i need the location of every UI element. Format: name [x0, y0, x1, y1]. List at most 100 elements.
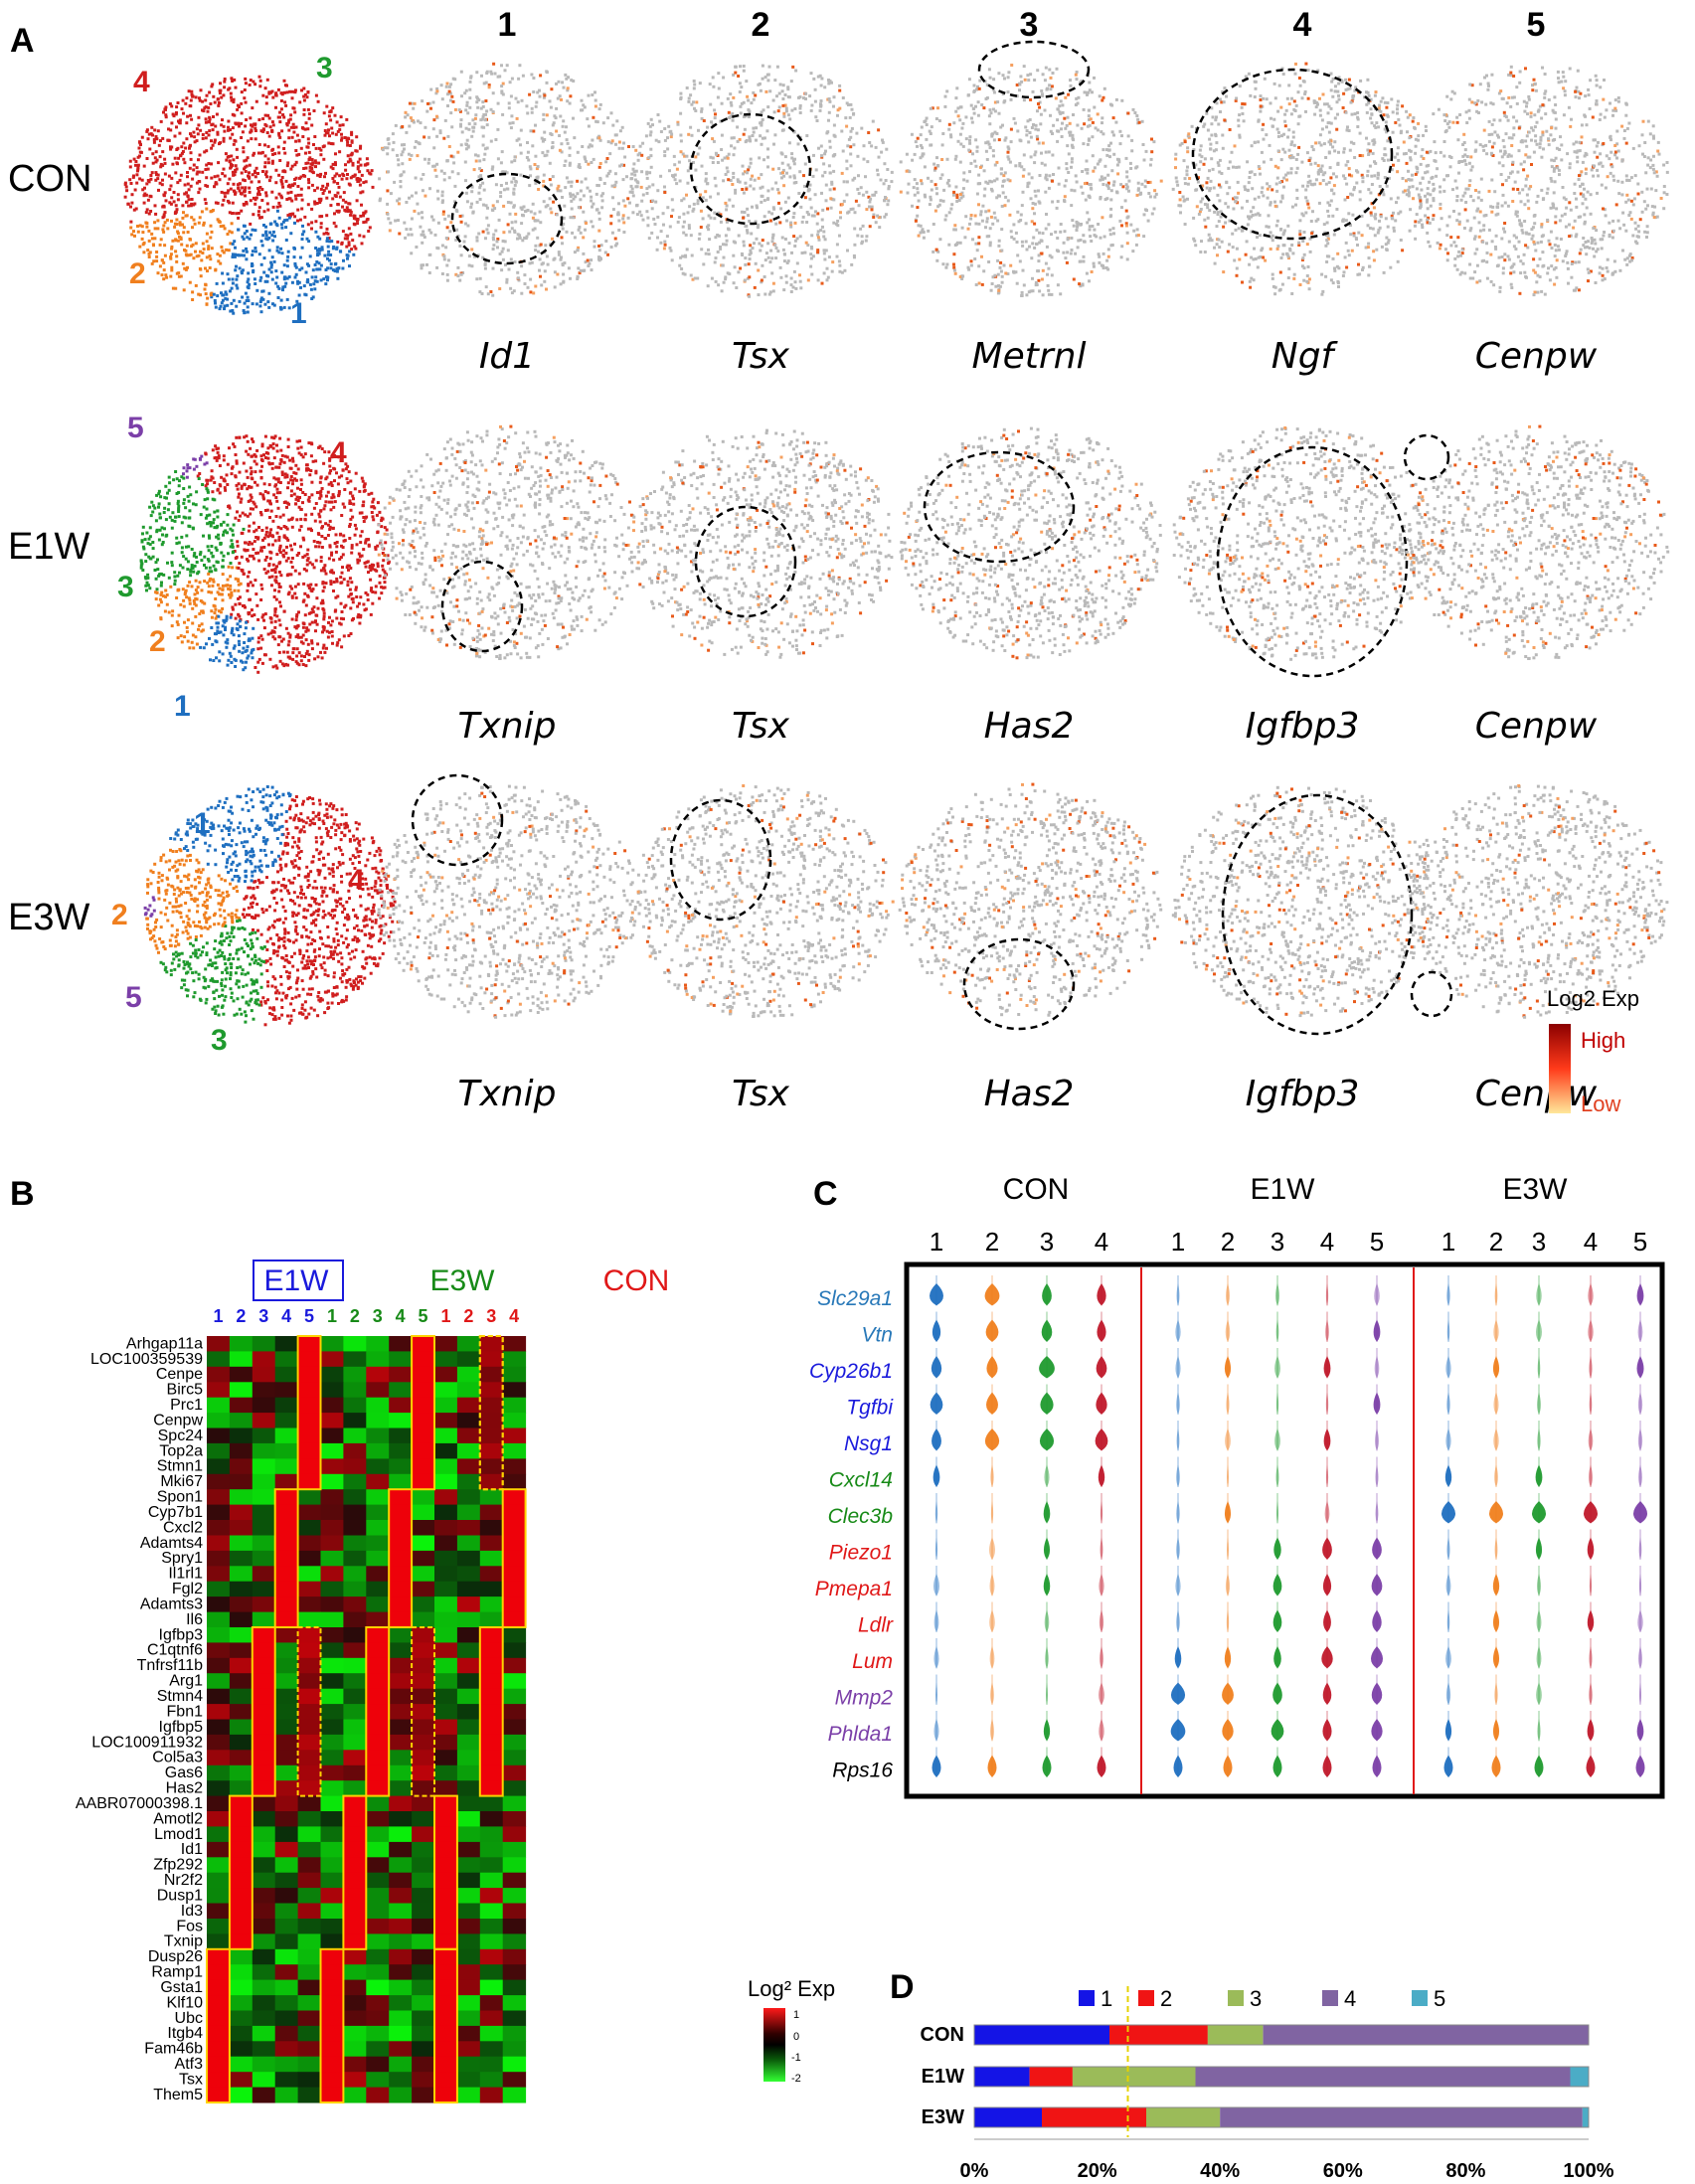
- cell-dot: [441, 97, 444, 100]
- cell-dot: [336, 203, 339, 206]
- cell-dot: [235, 86, 238, 89]
- cell-dot: [604, 160, 607, 163]
- cell-dot: [190, 134, 193, 137]
- cell-dot: [556, 273, 559, 276]
- cell-dot: [231, 309, 234, 312]
- cell-dot: [320, 226, 323, 229]
- cell-dot: [599, 162, 602, 165]
- cell-dot: [569, 154, 572, 157]
- cell-dot: [199, 293, 202, 296]
- cell-dot: [546, 71, 549, 74]
- cell-dot: [184, 184, 187, 187]
- cell-dot: [458, 108, 461, 111]
- cell-dot: [251, 264, 254, 267]
- cell-dot: [258, 304, 261, 307]
- cell-dot: [209, 237, 212, 240]
- cell-dot: [336, 277, 339, 280]
- cell-dot: [563, 217, 566, 220]
- cell-dot: [261, 151, 264, 154]
- cell-dot: [238, 212, 241, 215]
- cell-dot: [211, 83, 214, 85]
- cell-dot: [630, 185, 633, 188]
- cell-dot: [594, 99, 597, 102]
- cell-dot: [219, 141, 222, 144]
- cell-dot: [286, 161, 289, 164]
- cell-dot: [190, 118, 193, 121]
- cell-dot: [164, 173, 167, 176]
- cell-dot: [597, 230, 600, 233]
- cell-dot: [427, 136, 430, 139]
- cell-dot: [320, 215, 323, 218]
- cell-dot: [185, 191, 188, 194]
- cell-dot: [562, 273, 565, 276]
- cell-dot: [446, 135, 449, 138]
- cell-dot: [154, 213, 157, 216]
- cell-dot: [339, 196, 342, 199]
- cell-dot: [295, 266, 298, 269]
- cell-dot: [612, 208, 615, 211]
- cell-dot: [514, 213, 517, 216]
- cell-dot: [232, 282, 235, 285]
- cell-dot: [170, 146, 173, 149]
- cell-dot: [316, 249, 319, 252]
- cell-dot: [148, 148, 151, 151]
- cell-dot: [596, 208, 599, 211]
- cell-dot: [132, 230, 135, 233]
- cell-dot: [567, 86, 570, 89]
- cell-dot: [206, 269, 209, 272]
- cell-dot: [444, 119, 447, 122]
- cell-dot: [254, 129, 257, 132]
- cell-dot: [623, 205, 626, 208]
- cell-dot: [346, 257, 349, 260]
- cell-dot: [190, 158, 193, 161]
- cell-dot: [432, 127, 435, 130]
- cell-dot: [359, 158, 362, 161]
- cell-dot: [267, 292, 270, 295]
- cell-dot: [254, 170, 256, 173]
- cell-dot: [411, 218, 414, 221]
- cell-dot: [519, 237, 522, 240]
- cell-dot: [285, 239, 288, 242]
- cell-dot: [453, 185, 456, 188]
- cell-dot: [531, 144, 534, 147]
- cell-dot: [235, 305, 238, 308]
- cell-dot: [259, 279, 262, 282]
- cell-dot: [354, 174, 357, 177]
- cell-dot: [329, 266, 332, 269]
- cell-dot: [598, 166, 601, 169]
- cell-dot: [367, 230, 370, 233]
- cell-dot: [182, 211, 185, 214]
- cell-dot: [313, 287, 316, 290]
- cell-dot: [492, 267, 495, 270]
- cell-dot: [422, 173, 424, 176]
- cell-dot: [517, 100, 520, 103]
- cell-dot: [216, 131, 219, 134]
- cell-dot: [281, 285, 284, 288]
- cell-dot: [617, 229, 620, 232]
- cell-dot: [219, 178, 222, 181]
- cell-dot: [170, 185, 173, 188]
- cell-dot: [594, 105, 597, 108]
- cell-dot: [219, 307, 222, 310]
- cell-dot: [161, 228, 164, 231]
- cell-dot: [318, 267, 321, 270]
- cell-dot: [569, 164, 572, 167]
- cell-dot: [537, 165, 540, 168]
- cell-dot: [465, 192, 468, 195]
- cell-dot: [333, 181, 336, 184]
- cell-dot: [141, 231, 144, 234]
- cell-dot: [468, 122, 471, 125]
- cell-dot: [252, 81, 254, 84]
- cell-dot: [326, 240, 329, 243]
- cell-dot: [296, 134, 299, 137]
- cell-dot: [296, 282, 299, 285]
- cell-dot: [196, 173, 199, 176]
- cell-dot: [572, 216, 575, 219]
- cell-dot: [152, 162, 155, 165]
- cell-dot: [630, 177, 633, 180]
- cell-dot: [456, 151, 459, 154]
- cell-dot: [582, 252, 585, 255]
- cell-dot: [223, 85, 226, 88]
- cell-dot: [247, 271, 250, 274]
- cell-dot: [604, 240, 607, 243]
